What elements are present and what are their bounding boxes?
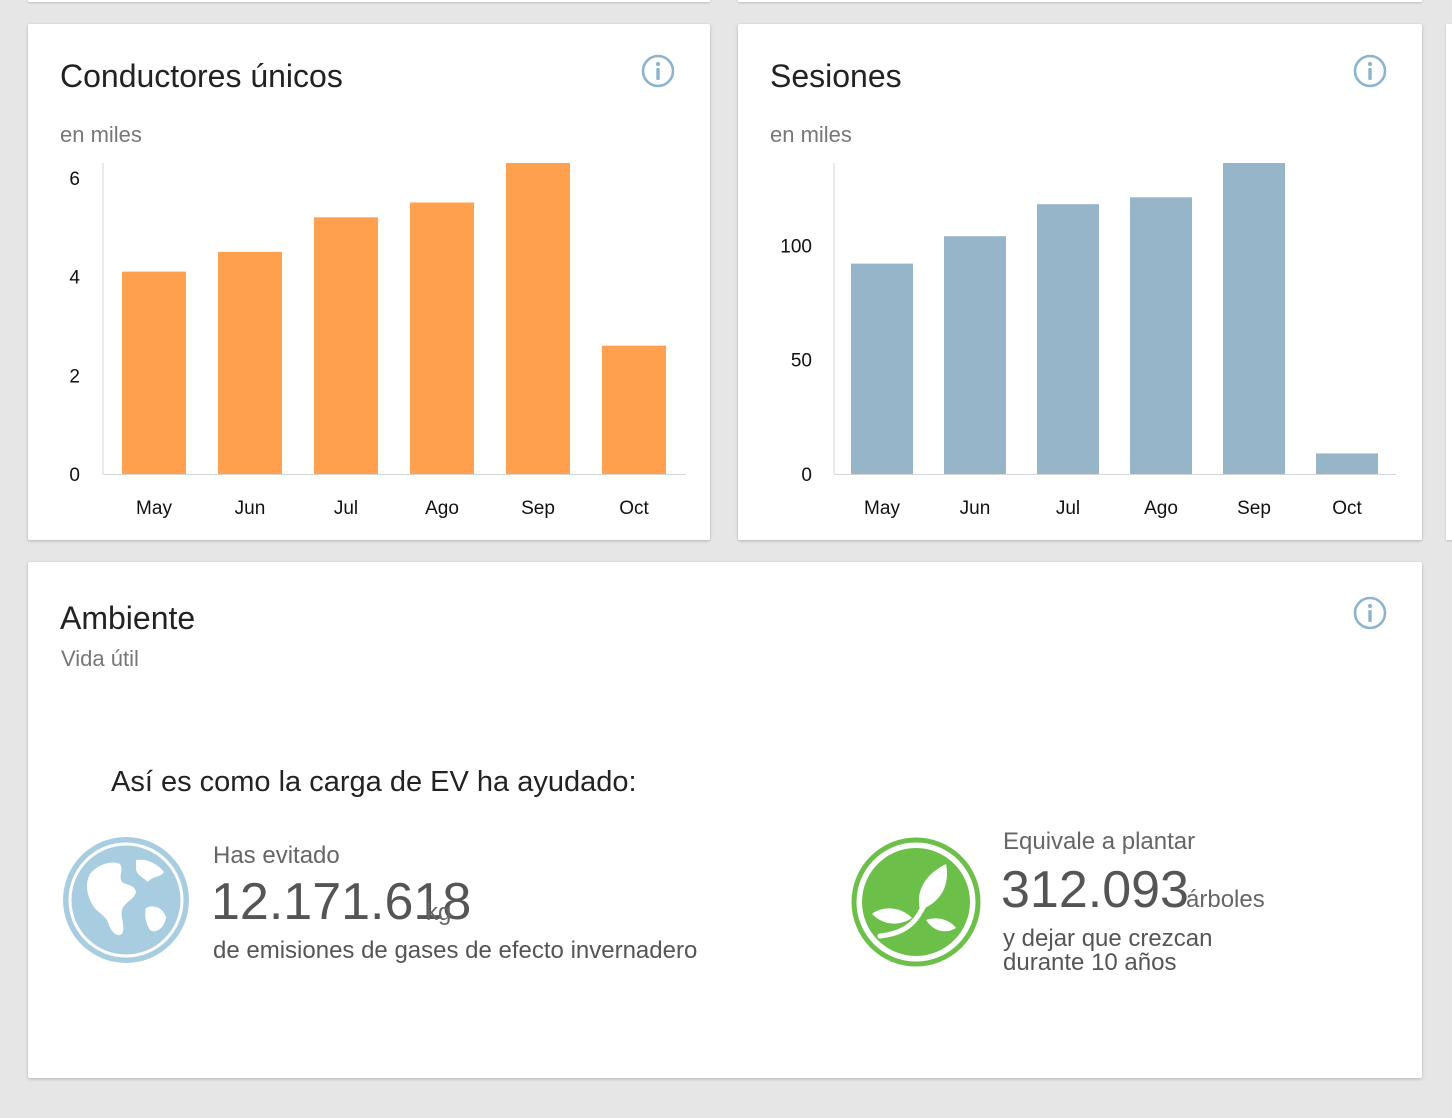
trees-unit: árboles bbox=[1186, 886, 1265, 913]
y-tick-label: 4 bbox=[69, 268, 80, 289]
y-tick-label: 2 bbox=[69, 366, 80, 387]
drivers-bar-chart: 0 2 4 6 May Jun Jul Ago Sep Oct bbox=[69, 163, 686, 519]
previous-card-left bbox=[28, 0, 710, 2]
trees-value: 312.093 bbox=[1001, 861, 1189, 919]
x-tick-label: May bbox=[864, 498, 900, 519]
y-tick-label: 50 bbox=[791, 351, 812, 372]
bar-jul[interactable] bbox=[1037, 204, 1099, 475]
trees-label: Equivale a plantar bbox=[1003, 828, 1196, 855]
bar-oct[interactable] bbox=[1316, 453, 1378, 474]
environment-card-subtitle: Vida útil bbox=[61, 646, 139, 671]
environment-heading: Así es como la carga de EV ha ayudado: bbox=[111, 766, 637, 798]
bar-ago[interactable] bbox=[410, 202, 474, 474]
drivers-card-title: Conductores únicos bbox=[60, 58, 343, 94]
emissions-description: de emisiones de gases de efecto invernad… bbox=[213, 937, 698, 964]
x-tick-label: Jul bbox=[1056, 498, 1080, 519]
environment-card: Ambiente Vida útil Así es como la carga … bbox=[28, 562, 1422, 1078]
sessions-card-title: Sesiones bbox=[770, 58, 902, 94]
bar-oct[interactable] bbox=[602, 345, 666, 474]
y-tick-label: 6 bbox=[69, 169, 80, 190]
x-tick-label: Ago bbox=[425, 498, 459, 519]
drivers-card: Conductores únicos en miles 0 2 4 6 May Jun Ju… bbox=[28, 24, 710, 540]
bar-ago[interactable] bbox=[1130, 197, 1192, 475]
bar-sep[interactable] bbox=[506, 163, 570, 474]
bar-sep[interactable] bbox=[1223, 163, 1285, 474]
x-tick-label: Oct bbox=[619, 498, 649, 519]
x-tick-label: Jul bbox=[334, 498, 358, 519]
trees-description-line2: durante 10 años bbox=[1003, 949, 1177, 976]
emissions-value: 12.171.618 bbox=[211, 873, 472, 931]
x-tick-label: Jun bbox=[235, 498, 266, 519]
side-card-right-edge bbox=[1446, 24, 1452, 540]
leaf-icon bbox=[851, 837, 981, 967]
x-tick-label: May bbox=[136, 498, 172, 519]
x-tick-label: Sep bbox=[1237, 498, 1271, 519]
y-tick-label: 0 bbox=[69, 465, 80, 486]
y-tick-label: 0 bbox=[801, 465, 812, 486]
x-tick-label: Jun bbox=[960, 498, 991, 519]
environment-card-title: Ambiente bbox=[60, 600, 196, 636]
bar-may[interactable] bbox=[851, 263, 913, 474]
sessions-bar-chart: 0 50 100 May Jun Jul Ago Sep Oct bbox=[780, 163, 1396, 519]
x-tick-label: Ago bbox=[1144, 498, 1178, 519]
emissions-unit: kg bbox=[426, 899, 452, 926]
previous-card-right bbox=[738, 0, 1422, 2]
globe-icon bbox=[63, 837, 189, 963]
sessions-card-subtitle: en miles bbox=[770, 122, 852, 147]
bar-jun[interactable] bbox=[218, 251, 282, 474]
drivers-card-subtitle: en miles bbox=[60, 122, 142, 147]
x-tick-label: Oct bbox=[1332, 498, 1362, 519]
y-tick-label: 100 bbox=[780, 236, 812, 257]
info-icon[interactable] bbox=[1352, 53, 1388, 89]
trees-description-line1: y dejar que crezcan bbox=[1003, 925, 1213, 952]
x-tick-label: Sep bbox=[521, 498, 555, 519]
bar-may[interactable] bbox=[122, 271, 186, 474]
bar-jun[interactable] bbox=[944, 236, 1006, 474]
info-icon[interactable] bbox=[640, 53, 676, 89]
info-icon[interactable] bbox=[1352, 595, 1388, 631]
bar-jul[interactable] bbox=[314, 217, 378, 475]
sessions-card: Sesiones en miles 0 50 100 May Jun Jul Ago Sep O… bbox=[738, 24, 1422, 540]
emissions-label: Has evitado bbox=[213, 842, 340, 869]
